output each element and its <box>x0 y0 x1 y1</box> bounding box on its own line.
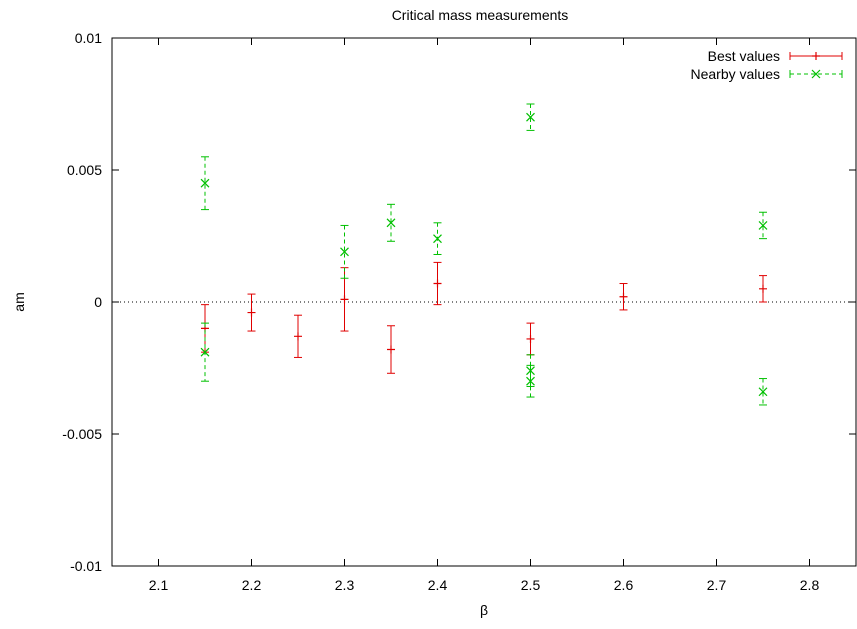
plus-marker <box>759 284 767 293</box>
x-tick-label: 2.8 <box>800 577 820 593</box>
data-point <box>387 325 395 374</box>
x-tick-label: 2.5 <box>521 577 541 593</box>
data-point <box>340 224 349 279</box>
legend-marker <box>811 69 821 79</box>
plot-area <box>111 37 857 567</box>
y-tick-label: 0.01 <box>75 30 102 46</box>
plus-marker <box>619 292 628 301</box>
legend-label: Nearby values <box>691 66 781 82</box>
plus-marker <box>294 332 302 341</box>
cross-marker <box>758 221 768 230</box>
data-point <box>758 211 768 240</box>
data-point <box>526 103 535 131</box>
axis-ticks: 2.1 2.2 2.3 2.4 2.5 2.6 2.7 2.8 -0.01 -0.005 0 0.00… <box>62 30 856 593</box>
cross-marker <box>200 347 210 357</box>
x-tick-label: 2.1 <box>149 577 169 593</box>
x-axis-label: β <box>480 602 488 618</box>
data-point <box>526 322 535 356</box>
y-tick-label: -0.005 <box>62 426 102 442</box>
plus-marker <box>433 279 442 288</box>
data-point <box>200 156 210 211</box>
plus-marker <box>526 334 535 343</box>
cross-marker <box>526 112 535 122</box>
plus-marker <box>340 295 349 304</box>
data-point <box>619 283 628 311</box>
legend: Best values Nearby values <box>691 48 843 82</box>
plus-marker <box>387 345 395 354</box>
data-point <box>294 314 302 358</box>
y-tick-label: 0.005 <box>67 162 102 178</box>
data-point <box>386 203 396 242</box>
y-axis-label: am <box>11 292 27 311</box>
legend-label: Best values <box>708 48 780 64</box>
data-point <box>200 322 210 382</box>
data-point <box>433 261 442 306</box>
cross-marker <box>386 218 396 228</box>
cross-marker <box>200 178 210 188</box>
y-tick-label: -0.01 <box>70 558 102 574</box>
x-tick-label: 2.3 <box>335 577 355 593</box>
data-point <box>759 275 767 303</box>
data-point <box>433 222 442 255</box>
data-point <box>526 364 535 398</box>
legend-marker <box>812 52 820 60</box>
cross-marker <box>758 387 768 397</box>
cross-marker <box>526 366 535 376</box>
x-tick-label: 2.2 <box>242 577 262 593</box>
x-tick-label: 2.7 <box>707 577 727 593</box>
data-marks <box>200 103 768 406</box>
y-tick-label: 0 <box>94 294 102 310</box>
cross-marker <box>433 234 442 244</box>
x-tick-label: 2.6 <box>614 577 634 593</box>
cross-marker <box>526 376 535 386</box>
x-tick-label: 2.4 <box>428 577 448 593</box>
data-point <box>247 293 256 332</box>
chart-title: Critical mass measurements <box>392 7 569 23</box>
plus-marker <box>247 308 256 317</box>
cross-marker <box>340 247 349 257</box>
data-point <box>758 378 768 406</box>
